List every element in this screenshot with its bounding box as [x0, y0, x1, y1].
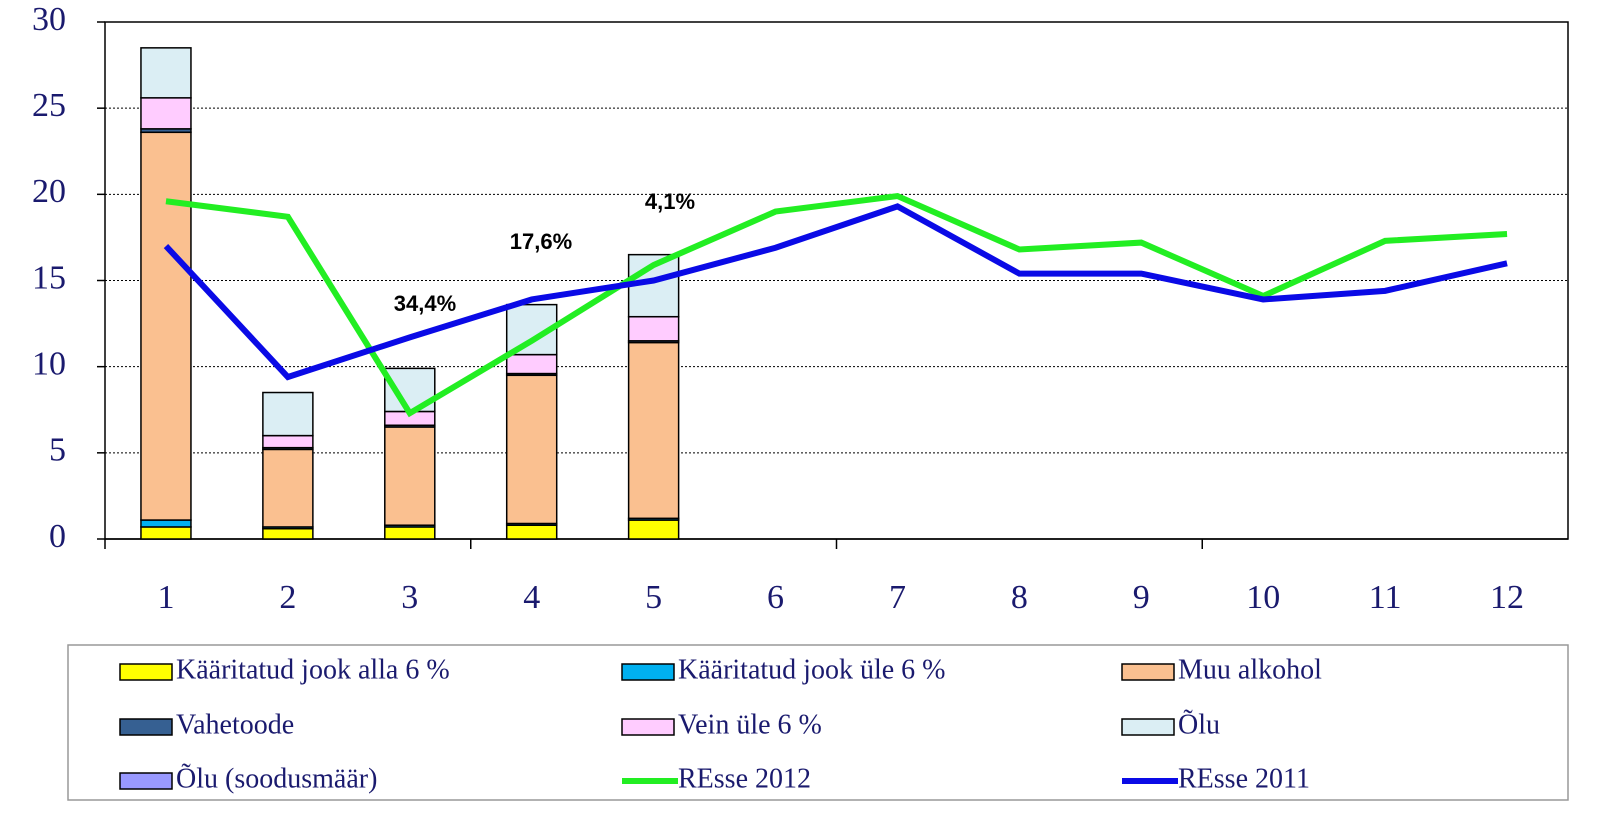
y-tick-label: 20 — [32, 173, 66, 210]
bar-segment — [262, 448, 314, 528]
y-tick-label: 5 — [49, 432, 66, 469]
legend-swatch — [119, 718, 173, 736]
bar-segment — [262, 434, 314, 449]
y-tick-label: 30 — [32, 1, 66, 38]
legend-label: Vahetoode — [176, 709, 294, 740]
legend-label: REsse 2011 — [1178, 763, 1310, 794]
legend-swatch — [1121, 663, 1175, 681]
y-tick-label: 25 — [32, 87, 66, 124]
x-tick-label: 9 — [1133, 579, 1150, 616]
legend-swatch — [621, 718, 675, 736]
legend-label: Kääritatud jook üle 6 % — [678, 654, 945, 685]
legend-swatch — [621, 663, 675, 681]
x-tick-label: 10 — [1246, 579, 1280, 616]
legend-label: Vein üle 6 % — [678, 709, 822, 740]
bar-segment — [140, 131, 192, 521]
annotation: 4,1% — [645, 189, 695, 214]
bar-segment — [262, 391, 314, 437]
bar-segment — [140, 519, 192, 528]
bar-segment — [505, 374, 558, 525]
line-series — [163, 203, 1508, 381]
x-tick-label: 11 — [1369, 579, 1402, 616]
y-tick-label: 0 — [49, 518, 66, 555]
legend-label: Õlu — [1178, 709, 1220, 740]
x-tick-label: 2 — [279, 579, 296, 616]
line-series — [165, 192, 1508, 418]
bar-segment — [140, 97, 192, 130]
y-tick-label: 15 — [32, 259, 66, 296]
x-tick-label: 6 — [767, 579, 784, 616]
bar-segment — [384, 426, 436, 526]
legend-label: Muu alkohol — [1178, 654, 1322, 685]
legend-swatch — [119, 663, 173, 681]
annotation: 17,6% — [510, 229, 572, 254]
bar-segment — [262, 527, 314, 540]
y-tick-label: 10 — [32, 345, 66, 382]
legend-box — [67, 644, 1569, 801]
legend-label: Õlu (soodusmäär) — [176, 763, 377, 794]
legend-label: REsse 2012 — [678, 763, 811, 794]
bar-segment — [140, 47, 192, 99]
x-tick-label: 3 — [401, 579, 418, 616]
x-tick-label: 4 — [523, 579, 540, 616]
bar-segment — [627, 315, 680, 342]
legend-label: Kääritatud jook alla 6 % — [176, 654, 450, 685]
bar-segment — [140, 526, 192, 540]
bar-segment — [505, 524, 558, 540]
legend-swatch — [1121, 718, 1175, 736]
x-tick-label: 8 — [1011, 579, 1028, 616]
x-tick-label: 5 — [645, 579, 662, 616]
bar-segment — [505, 353, 558, 375]
bar-segment — [384, 526, 436, 540]
legend-swatch — [119, 772, 173, 790]
plot-area — [104, 21, 1569, 540]
annotation: 34,4% — [394, 291, 456, 316]
x-tick-label: 1 — [157, 579, 174, 616]
bar-segment — [627, 341, 680, 520]
x-tick-label: 12 — [1490, 579, 1524, 616]
bar-segment — [627, 519, 680, 540]
x-tick-label: 7 — [889, 579, 906, 616]
